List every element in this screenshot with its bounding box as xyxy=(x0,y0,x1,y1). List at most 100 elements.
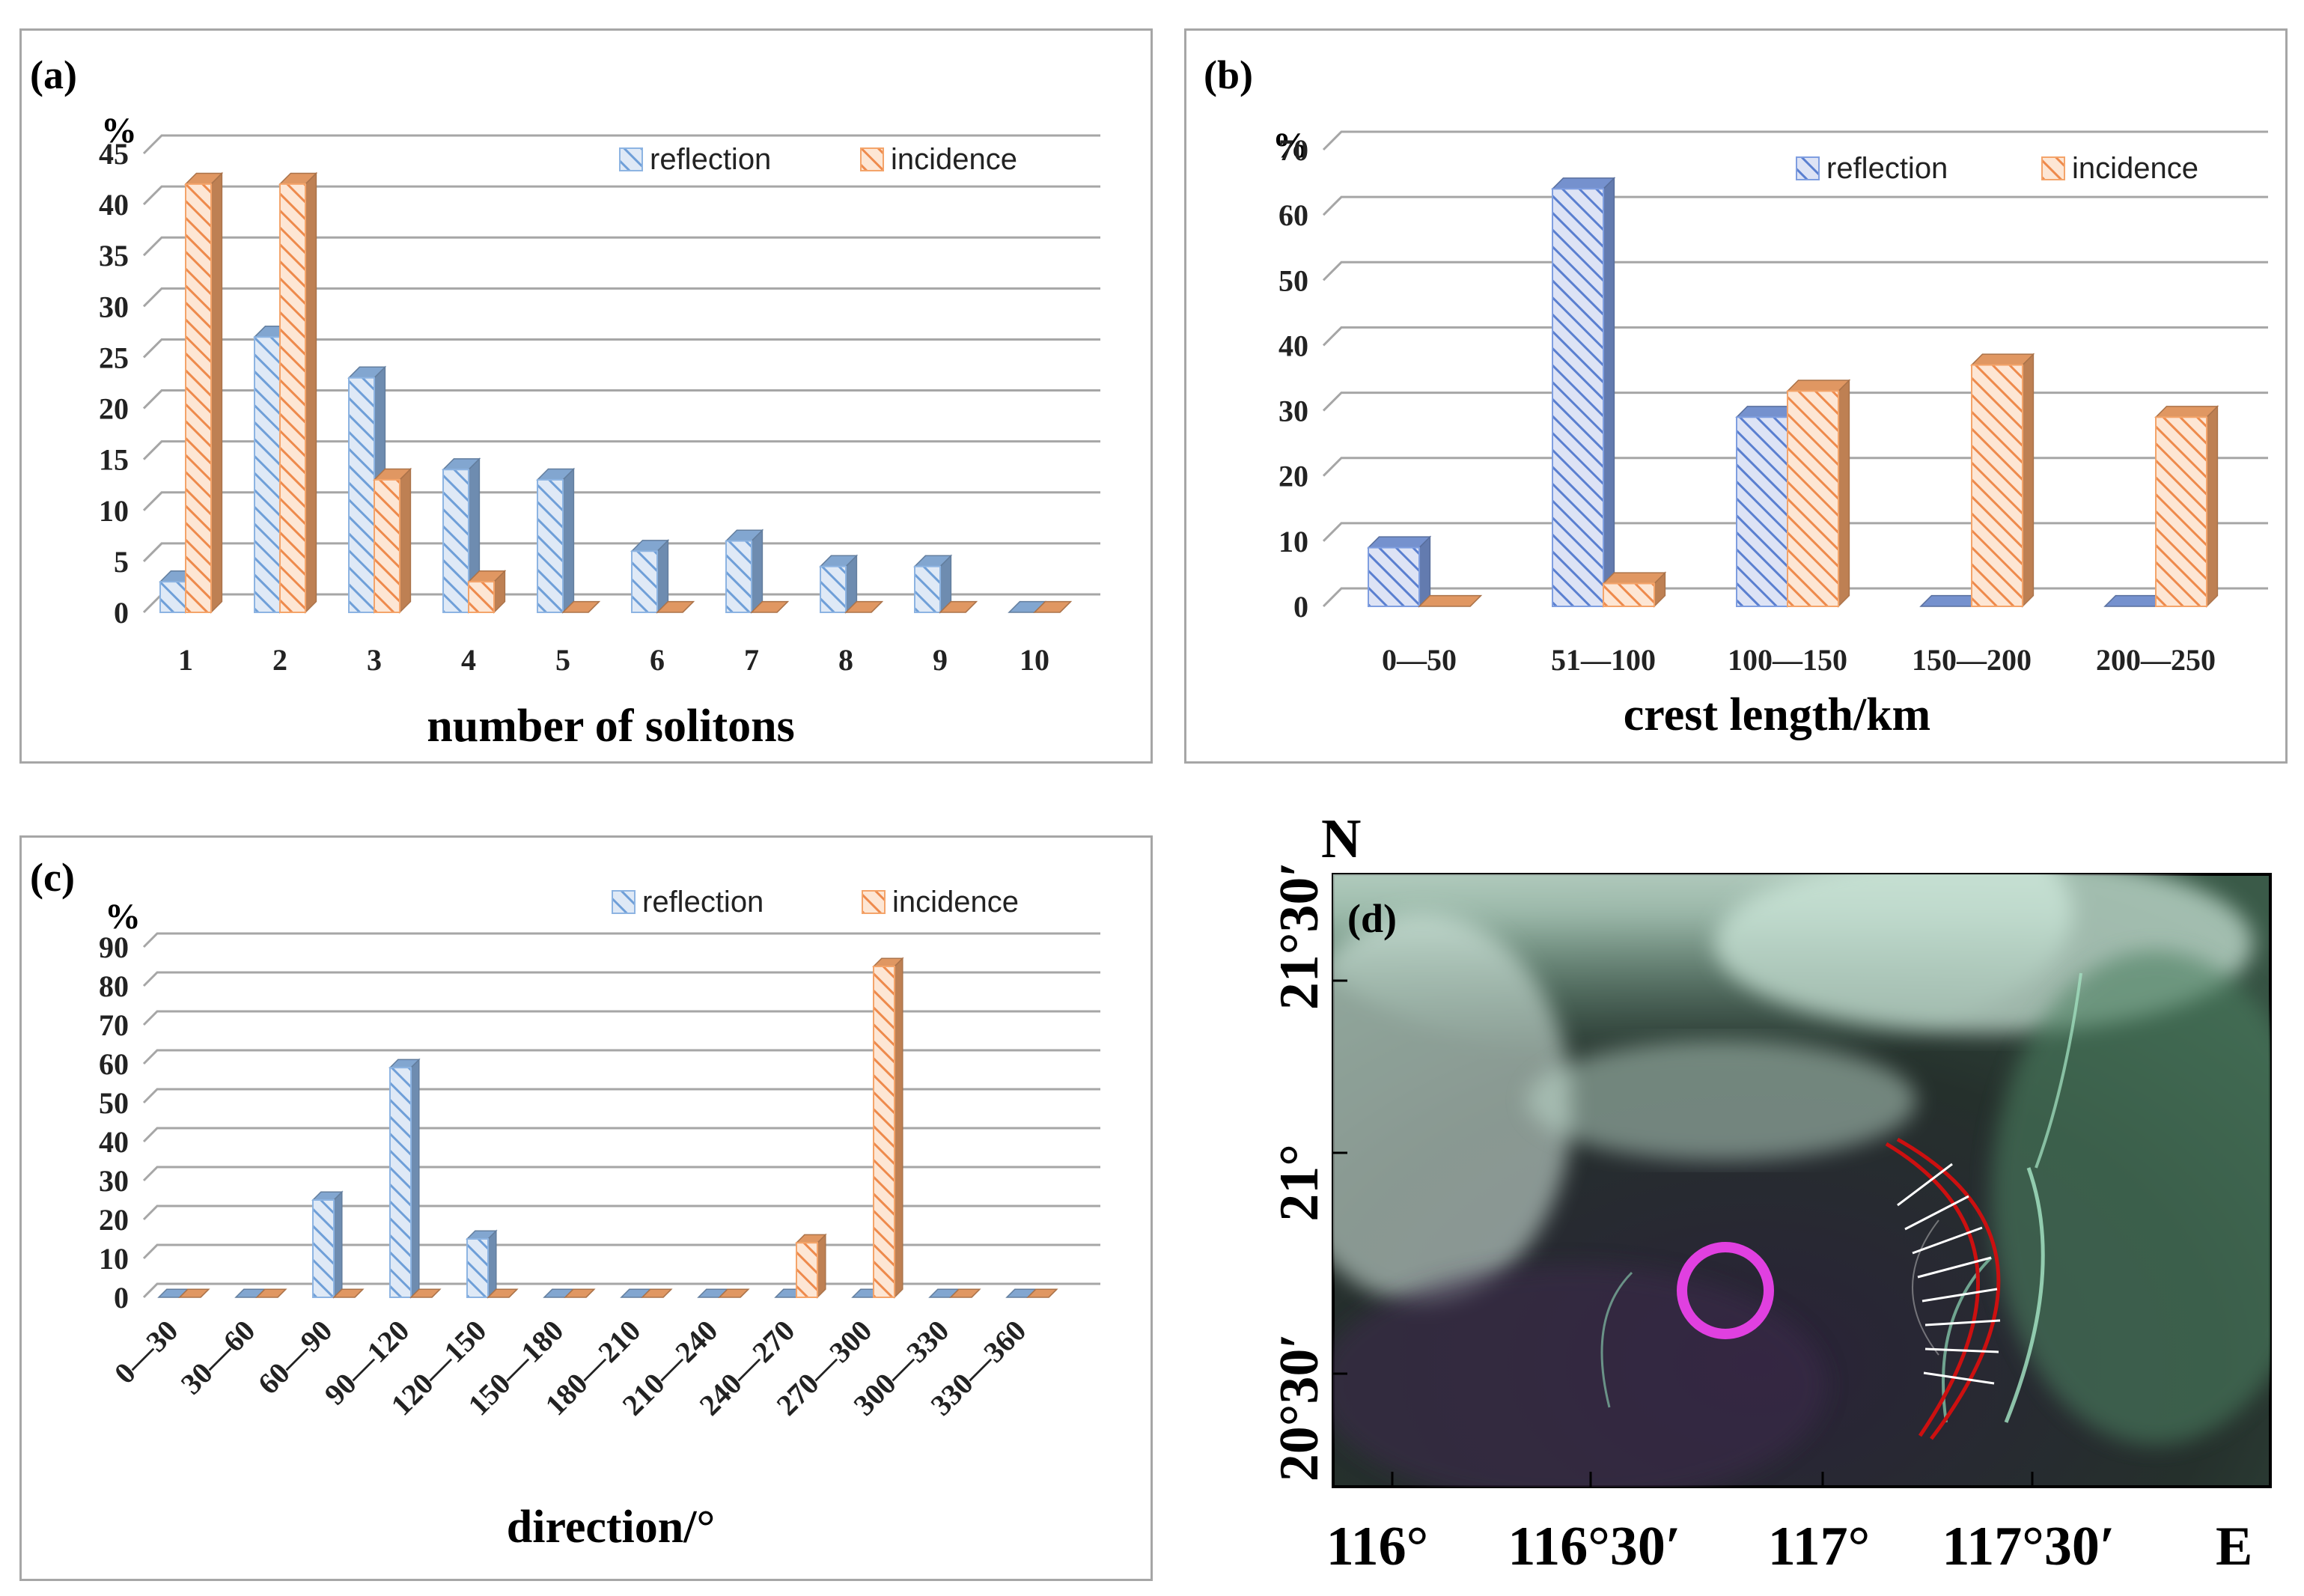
bar-reflection-90—120 xyxy=(388,1058,421,1299)
x-tick-label: 9 xyxy=(933,643,948,677)
x-tick-label: 100—150 xyxy=(1728,643,1847,677)
bar-incidence-60—90 xyxy=(332,1288,365,1298)
gridline xyxy=(1322,522,2268,542)
bar-incidence-180—210 xyxy=(641,1288,673,1298)
bar-reflection-7 xyxy=(725,529,764,614)
y-tick-label: 90 xyxy=(99,931,129,964)
panel-d-label: (d) xyxy=(1347,896,1397,941)
gridline xyxy=(142,389,1100,409)
y-tick-label: 5 xyxy=(114,545,129,579)
x-tick-label: 5 xyxy=(555,643,570,677)
bar-reflection-5 xyxy=(536,467,576,614)
y-tick-label: 50 xyxy=(99,1086,129,1120)
gridline xyxy=(142,1049,1100,1065)
gridline xyxy=(142,971,1100,987)
y-tick-label: 40 xyxy=(99,188,129,222)
y-tick-label: 20 xyxy=(1279,460,1308,493)
gridline xyxy=(142,236,1100,257)
gridline xyxy=(1322,392,2268,412)
x-tick-label: 4 xyxy=(461,643,476,677)
bar-incidence-4 xyxy=(467,569,507,614)
bar-incidence-7 xyxy=(750,600,790,613)
east-label: E xyxy=(2216,1516,2252,1577)
gridline xyxy=(1322,130,2268,151)
legend-label-reflection: reflection xyxy=(1826,152,1948,185)
bar-incidence-9 xyxy=(939,600,978,613)
legend-swatch-incidence xyxy=(860,147,884,171)
gridline xyxy=(142,1127,1100,1143)
legend-label-incidence: incidence xyxy=(2072,152,2198,185)
gridline xyxy=(142,185,1100,206)
y-tick-label: 0 xyxy=(1293,590,1308,624)
y-tick-label: 25 xyxy=(99,341,129,374)
y-tick-label: 30 xyxy=(99,290,129,323)
chart-c: 01020304050607080900—3030—6060—9090—1201… xyxy=(99,886,1100,1422)
legend-label-reflection: reflection xyxy=(642,886,764,919)
bar-incidence-300—330 xyxy=(949,1288,981,1298)
x-tick-label: 200—250 xyxy=(2096,643,2216,677)
gridline xyxy=(1322,587,2268,608)
bar-incidence-270—300 xyxy=(872,957,904,1299)
bar-incidence-8 xyxy=(844,600,884,613)
gridline xyxy=(142,440,1100,460)
panel-a-label: (a) xyxy=(30,52,77,97)
x-tick-label: 150—200 xyxy=(1912,643,2032,677)
bar-incidence-330—360 xyxy=(1026,1288,1058,1298)
bar-incidence-5 xyxy=(561,600,601,613)
x-tick-label: 10 xyxy=(1020,643,1049,677)
y-tick-label: 60 xyxy=(99,1047,129,1081)
gridline xyxy=(142,1166,1100,1182)
panel-b-unit-label: % xyxy=(1273,126,1308,165)
legend-swatch-reflection xyxy=(619,147,643,171)
gridline xyxy=(142,1204,1100,1221)
gridline xyxy=(1322,195,2268,216)
bar-reflection-6 xyxy=(630,539,670,614)
x-tick-label: 2 xyxy=(272,643,287,677)
bar-incidence-240—270 xyxy=(795,1233,827,1299)
x-tick-label: 1 xyxy=(178,643,193,677)
y-tick-label: 70 xyxy=(99,1008,129,1042)
panel-c-x-axis-title: direction/° xyxy=(507,1502,716,1553)
longitude-label: 116° xyxy=(1326,1516,1429,1577)
longitude-labels: 116° 116°30′ 117° 117°30′ xyxy=(1326,1472,2115,1577)
latitude-label: 21°30′ xyxy=(1269,862,1330,1010)
x-tick-label: 8 xyxy=(838,643,853,677)
gridline xyxy=(142,491,1100,511)
gridline xyxy=(142,1282,1100,1299)
gridline xyxy=(1322,457,2268,477)
y-tick-label: 10 xyxy=(99,494,129,528)
latitude-labels: 21°30′ 21° 20°30′ xyxy=(1269,862,1347,1481)
bar-incidence-120—150 xyxy=(487,1288,519,1298)
bar-incidence-10 xyxy=(1033,600,1073,613)
longitude-label: 116°30′ xyxy=(1508,1516,1680,1577)
bar-reflection-4 xyxy=(442,457,481,614)
longitude-label: 117°30′ xyxy=(1942,1516,2115,1577)
y-tick-label: 30 xyxy=(1279,395,1308,428)
bar-incidence-3 xyxy=(373,467,412,614)
y-tick-label: 10 xyxy=(1279,525,1308,558)
y-tick-label: 35 xyxy=(99,239,129,272)
bar-incidence-100—150 xyxy=(1786,379,1851,608)
y-tick-label: 60 xyxy=(1279,198,1308,232)
panel-b-x-axis-title: crest length/km xyxy=(1624,689,1930,740)
legend-swatch-reflection xyxy=(1796,156,1820,180)
y-tick-label: 10 xyxy=(99,1242,129,1276)
y-tick-label: 70 xyxy=(1279,133,1308,167)
bar-incidence-2 xyxy=(278,171,318,614)
y-tick-label: 30 xyxy=(99,1164,129,1198)
gridline xyxy=(142,1010,1100,1026)
bar-incidence-1 xyxy=(184,171,224,614)
bar-incidence-6 xyxy=(656,600,695,613)
x-tick-label: 0—50 xyxy=(1382,643,1457,677)
red-arc-inner xyxy=(1885,1142,1981,1437)
bar-incidence-30—60 xyxy=(255,1288,287,1298)
gridline xyxy=(1322,261,2268,281)
legend-label-reflection: reflection xyxy=(650,143,771,176)
gridline xyxy=(142,1088,1100,1104)
gridline xyxy=(142,932,1100,948)
y-tick-label: 0 xyxy=(114,596,129,630)
north-label: N xyxy=(1321,808,1361,870)
panel-a-x-axis-title: number of solitons xyxy=(427,701,795,752)
